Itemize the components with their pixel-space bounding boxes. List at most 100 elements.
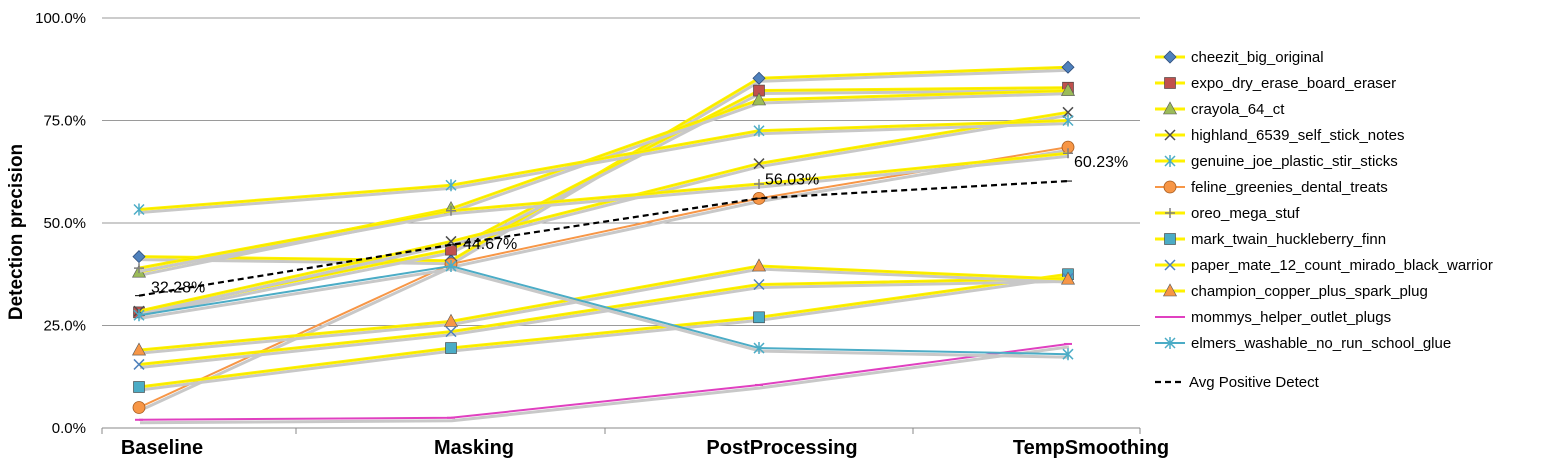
data-point [133, 203, 145, 216]
legend-label: champion_copper_plus_spark_plug [1191, 283, 1428, 300]
legend-label: feline_greenies_dental_treats [1191, 179, 1388, 196]
legend-marker [1165, 208, 1175, 218]
gridlines [102, 17, 1140, 429]
series-line [138, 272, 1069, 389]
legend-label: mark_twain_huckleberry_finn [1191, 231, 1386, 248]
data-point [754, 179, 764, 190]
data-point [445, 326, 457, 338]
x-category-label: PostProcessing [706, 437, 857, 459]
x-category-label: Masking [434, 437, 514, 459]
series-line-edge [138, 112, 1069, 312]
data-point [751, 258, 767, 272]
series-elmers-washable-no-run-school-glue [133, 260, 1074, 361]
legend-item: elmers_washable_no_run_school_glue [1155, 335, 1451, 352]
legend-marker [1164, 233, 1176, 245]
series-line-edge [138, 153, 1069, 269]
data-point [751, 92, 767, 106]
data-point [753, 311, 765, 324]
legend-item: mark_twain_huckleberry_finn [1155, 231, 1386, 248]
legend-marker [1164, 337, 1176, 349]
legend-label: oreo_mega_stuf [1191, 205, 1300, 222]
series-crayola-64-ct [131, 82, 1076, 278]
series-line-edge [138, 265, 1069, 351]
legend-marker [1164, 259, 1176, 271]
series-champion-copper-plus-spark-plug [131, 258, 1076, 356]
legend-marker [1164, 129, 1176, 141]
legend-item: mommys_helper_outlet_plugs [1155, 309, 1391, 326]
x-axis: Baseline Masking PostProcessing TempSmoothi… [101, 428, 1169, 459]
y-tick-label: 100.0% [35, 10, 86, 27]
series-shadow [139, 345, 1070, 425]
y-tick-label: 25.0% [43, 318, 86, 335]
series-line-edge [138, 273, 1069, 388]
legend-item: champion_copper_plus_spark_plug [1155, 283, 1428, 300]
legend-label: elmers_washable_no_run_school_glue [1191, 335, 1451, 352]
data-point [753, 158, 765, 170]
series-shadow [139, 267, 1070, 359]
data-point [753, 342, 765, 355]
average-layer: 32.28% 44.67% 56.03% 60.23% [135, 154, 1128, 297]
average-data-label: 44.67% [463, 236, 517, 253]
legend-label: cheezit_big_original [1191, 49, 1324, 66]
data-point [133, 309, 145, 322]
series-mommys-helper-outlet-plugs [135, 342, 1072, 425]
series-highland-6539-self-stick-notes [133, 106, 1074, 317]
data-point [1063, 148, 1073, 159]
data-point [445, 342, 457, 354]
legend-item: crayola_64_ct [1155, 101, 1285, 118]
data-point [753, 278, 765, 291]
legend-item: cheezit_big_original [1155, 49, 1324, 66]
legend-item: oreo_mega_stuf [1155, 205, 1300, 222]
legend: cheezit_big_original expo_dry_erase_board… [1155, 49, 1493, 391]
series-genuine-joe-plastic-stir-sticks [133, 114, 1074, 216]
legend-label: paper_mate_12_count_mirado_black_warrior [1191, 257, 1493, 274]
series-layer [131, 60, 1076, 425]
legend-marker [1162, 283, 1178, 297]
average-line [138, 179, 1069, 297]
legend-label: expo_dry_erase_board_eraser [1191, 75, 1396, 92]
data-point [133, 358, 145, 370]
y-axis-ticks: 0.0% 25.0% 50.0% 75.0% 100.0% [35, 10, 86, 437]
data-point [1061, 60, 1075, 74]
legend-label: highland_6539_self_stick_notes [1191, 127, 1405, 144]
legend-marker [1162, 101, 1178, 115]
average-data-label: 56.03% [765, 171, 819, 188]
legend-label: genuine_joe_plastic_stir_sticks [1191, 153, 1398, 170]
legend-label: mommys_helper_outlet_plugs [1191, 309, 1391, 326]
legend-marker [1164, 155, 1176, 167]
legend-marker [1163, 180, 1177, 194]
x-category-label: TempSmoothing [1013, 437, 1169, 459]
series-line-edge [138, 120, 1069, 210]
legend-item: genuine_joe_plastic_stir_sticks [1155, 153, 1398, 170]
data-point [131, 342, 147, 356]
series-line [138, 342, 1069, 421]
x-category-label: Baseline [121, 437, 203, 459]
series-oreo-mega-stuf [134, 148, 1073, 274]
legend-item: highland_6539_self_stick_notes [1155, 127, 1405, 144]
data-point [1060, 271, 1076, 285]
legend-marker [1163, 50, 1177, 64]
legend-label: Avg Positive Detect [1189, 374, 1320, 391]
data-point [134, 263, 144, 274]
average-data-label: 60.23% [1074, 154, 1128, 171]
average-data-label: 32.28% [151, 280, 205, 297]
data-point [132, 401, 146, 414]
legend-item: feline_greenies_dental_treats [1155, 179, 1388, 196]
series-line [138, 265, 1069, 356]
y-axis-title: Detection precision [6, 144, 27, 320]
y-tick-label: 0.0% [52, 420, 86, 437]
legend-item: expo_dry_erase_board_eraser [1155, 75, 1396, 92]
data-point [1062, 106, 1074, 118]
series-shadow [139, 267, 1070, 355]
data-point [445, 179, 457, 192]
y-tick-label: 75.0% [43, 113, 86, 130]
y-tick-label: 50.0% [43, 215, 86, 232]
series-shadow [139, 275, 1070, 392]
legend-item-average: Avg Positive Detect [1155, 374, 1320, 391]
data-point [752, 71, 766, 85]
data-point [1062, 348, 1074, 361]
data-point [133, 381, 145, 393]
series-shadow [139, 113, 1070, 316]
legend-marker [1164, 77, 1176, 89]
